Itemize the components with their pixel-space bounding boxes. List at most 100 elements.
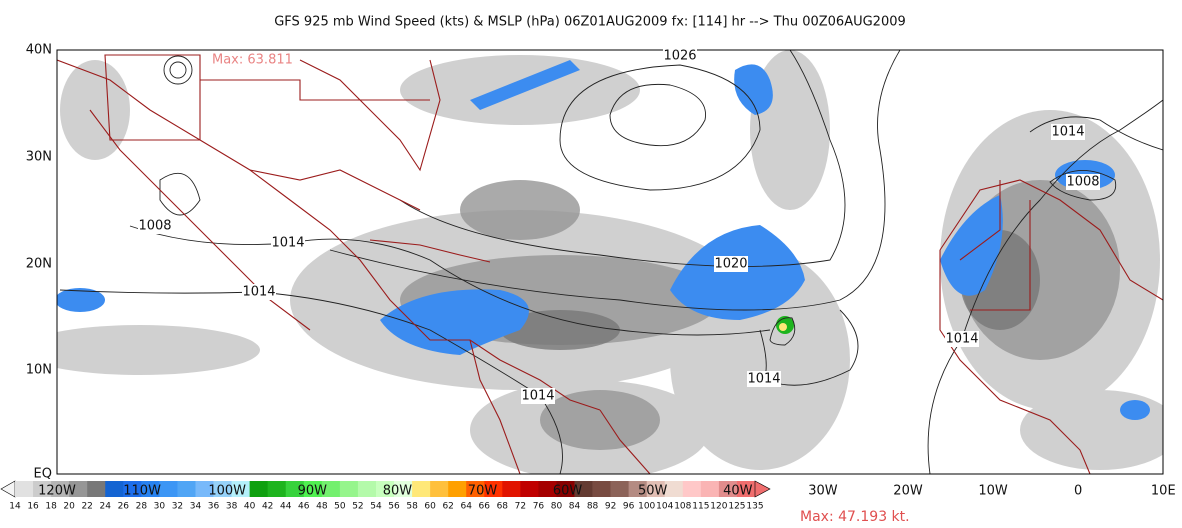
contour-label: 1014 <box>945 332 978 347</box>
colorbar-swatch <box>718 481 738 497</box>
colorbar-swatch <box>231 481 250 497</box>
contour-label-bg <box>1051 124 1085 140</box>
colorbar-label: 52 <box>352 502 363 512</box>
colorbar-swatch <box>538 481 557 497</box>
colorbar-swatch <box>430 481 449 497</box>
lat-label: 30N <box>26 150 52 165</box>
contour-label: 1014 <box>1051 125 1084 140</box>
colorbar-swatch <box>213 481 232 497</box>
colorbar-swatch <box>195 481 214 497</box>
colorbar-swatch <box>448 481 467 497</box>
colorbar-swatch <box>123 481 142 497</box>
colorbar-label: 50 <box>334 502 346 512</box>
colorbar-label: 56 <box>388 502 400 512</box>
colorbar-label: 40 <box>244 502 256 512</box>
contour-label: 1026 <box>663 49 696 64</box>
colorbar-label: 38 <box>226 502 238 512</box>
contour-label-bg <box>945 331 979 347</box>
colorbar-label: 100 <box>638 502 655 512</box>
colorbar-label: 32 <box>172 502 183 512</box>
contour-label-bg <box>747 371 781 387</box>
contour-label: 1014 <box>271 236 304 251</box>
colorbar-swatch <box>33 481 52 497</box>
colorbar-label: 48 <box>316 502 328 512</box>
colorbar-label: 20 <box>63 502 75 512</box>
map-field <box>57 50 1163 474</box>
contour-label: 1014 <box>747 372 780 387</box>
colorbar-label: 84 <box>569 502 581 512</box>
contour-label-bg <box>663 48 697 64</box>
lon-label: 40W <box>723 484 753 499</box>
colorbar-label: 120 <box>710 502 727 512</box>
colorbar-label: 16 <box>27 502 39 512</box>
lon-label: 90W <box>298 484 328 499</box>
colorbar-swatch <box>574 481 593 497</box>
colorbar-swatch <box>646 481 666 497</box>
lon-label: 120W <box>38 484 76 499</box>
colorbar-swatch <box>610 481 629 497</box>
lon-label: 50W <box>638 484 668 499</box>
colorbar-right-arrow <box>754 480 771 498</box>
colorbar-label: 68 <box>497 502 509 512</box>
contour-label-bg <box>242 284 276 300</box>
colorbar-swatch <box>141 481 160 497</box>
contour-label-bg <box>714 256 748 272</box>
contour-label: 1014 <box>242 285 275 300</box>
colorbar-swatch <box>484 481 503 497</box>
colorbar-swatch <box>339 481 359 497</box>
lon-label: 0 <box>1074 484 1082 499</box>
colorbar-label: 54 <box>370 502 382 512</box>
colorbar-label: 60 <box>424 502 436 512</box>
colorbar-label: 22 <box>81 502 92 512</box>
contour-label: 1020 <box>714 257 747 272</box>
max-label: Max: 47.193 kt. <box>800 509 910 525</box>
colorbar: 14 16 18 20 22 24 26 28 30 32 34 36 38 40 42 44 46 48 50 52… <box>0 480 771 512</box>
colorbar-swatch <box>502 481 521 497</box>
colorbar-label: 92 <box>605 502 616 512</box>
colorbar-swatch <box>592 481 611 497</box>
lon-label: 10W <box>978 484 1008 499</box>
colorbar-swatch <box>682 481 702 497</box>
colorbar-swatch <box>520 481 539 497</box>
colorbar-swatch <box>466 481 485 497</box>
lat-label: 20N <box>26 257 52 272</box>
colorbar-label: 135 <box>746 502 763 512</box>
contour-label-bg <box>521 388 555 404</box>
colorbar-label: 42 <box>262 502 273 512</box>
lat-label: 40N <box>26 43 52 58</box>
colorbar-label: 76 <box>533 502 545 512</box>
lon-label: 10E <box>1151 484 1176 499</box>
colorbar-label: 30 <box>154 502 166 512</box>
colorbar-label: 88 <box>587 502 599 512</box>
lat-label: EQ <box>34 467 52 482</box>
lon-label: 20W <box>893 484 923 499</box>
colorbar-swatch <box>736 481 756 497</box>
colorbar-label: 58 <box>406 502 418 512</box>
lon-label: 100W <box>208 484 246 499</box>
max-label: Max: 63.811 <box>212 53 293 68</box>
colorbar-swatch <box>412 481 431 497</box>
lat-label: 10N <box>26 363 52 378</box>
lon-label: 110W <box>123 484 161 499</box>
colorbar-label: 125 <box>728 502 745 512</box>
colorbar-label: 46 <box>298 502 310 512</box>
colorbar-label: 115 <box>692 502 709 512</box>
colorbar-swatch <box>321 481 341 497</box>
colorbar-swatch <box>177 481 196 497</box>
contour-label: 1014 <box>521 389 554 404</box>
lon-label: 80W <box>383 484 413 499</box>
colorbar-label: 66 <box>479 502 491 512</box>
colorbar-label: 24 <box>100 502 112 512</box>
map-title: GFS 925 mb Wind Speed (kts) & MSLP (hPa)… <box>274 15 906 30</box>
labels: 40N 30N 20N 10N EQ 120W 110W 100W 90W 80W 70W 60W 50… <box>26 43 1176 526</box>
colorbar-label: 64 <box>460 502 472 512</box>
colorbar-swatch <box>159 481 178 497</box>
colorbar-label: 34 <box>190 502 202 512</box>
colorbar-swatch <box>303 481 323 497</box>
colorbar-label: 104 <box>656 502 673 512</box>
colorbar-swatch <box>267 481 287 497</box>
colorbar-swatch <box>628 481 648 497</box>
contour-label: 1008 <box>138 219 171 234</box>
colorbar-swatch <box>51 481 70 497</box>
